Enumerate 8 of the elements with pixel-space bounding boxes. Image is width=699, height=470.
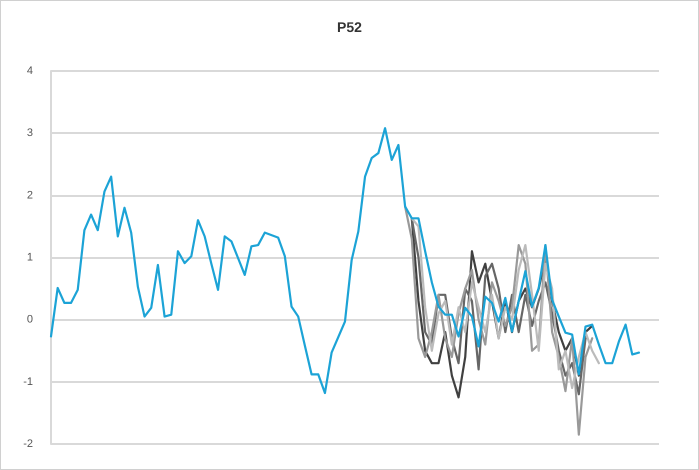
y-tick-label: 4 — [26, 65, 33, 77]
y-tick-label: -2 — [23, 438, 33, 450]
y-tick-label: 3 — [26, 127, 33, 140]
y-tick-label: 1 — [26, 252, 33, 264]
chart-title: P52 — [337, 19, 362, 35]
y-tick-label: 0 — [26, 314, 33, 326]
y-tick-label: -1 — [23, 376, 33, 388]
y-tick-label: 2 — [26, 189, 33, 202]
